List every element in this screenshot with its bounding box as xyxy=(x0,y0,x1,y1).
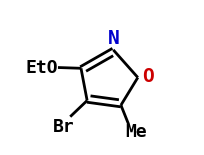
Text: EtO: EtO xyxy=(25,59,58,77)
Text: N: N xyxy=(108,29,119,48)
Text: Br: Br xyxy=(52,118,74,136)
Text: O: O xyxy=(141,67,153,86)
Text: Me: Me xyxy=(125,123,146,141)
